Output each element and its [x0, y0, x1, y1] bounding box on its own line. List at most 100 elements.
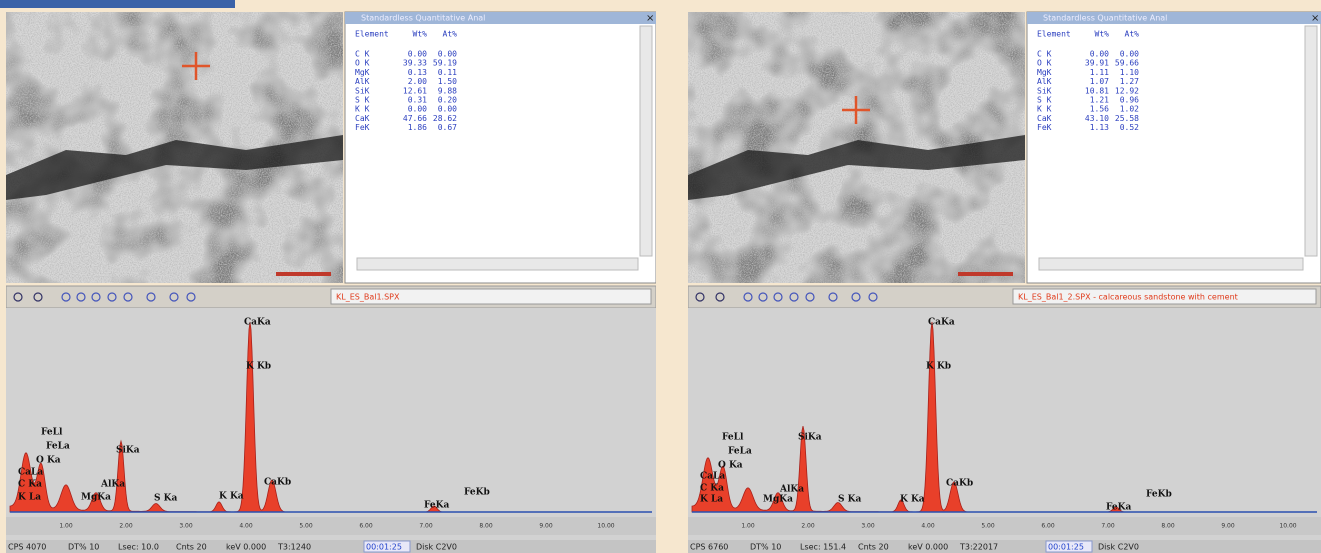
table-cell: 0.00 — [408, 50, 427, 59]
table-cell: 1.27 — [1120, 77, 1139, 86]
status-item: T3:22017 — [959, 543, 998, 552]
peak-label: FeKa — [1106, 503, 1131, 513]
peak-label: FeKb — [464, 488, 490, 498]
axis-label: 8.00 — [1161, 523, 1175, 530]
table-cell: 0.00 — [438, 50, 457, 59]
table-cell: 0.52 — [1120, 123, 1139, 132]
quant-window — [1027, 12, 1321, 283]
quant-window — [345, 12, 656, 283]
axis-label: 9.00 — [539, 523, 553, 530]
table-cell: K K — [355, 105, 370, 114]
table-cell: 1.50 — [438, 77, 457, 86]
table-cell: 0.20 — [438, 96, 457, 105]
table-cell: 12.61 — [403, 86, 427, 95]
table-header: At% — [443, 30, 458, 39]
table-header: Element — [355, 30, 389, 39]
table-cell: 0.67 — [438, 123, 457, 132]
scrollbar-h — [1039, 258, 1303, 270]
table-cell: 9.88 — [438, 86, 457, 95]
status-bar — [6, 540, 656, 553]
status-item: Cnts 20 — [176, 543, 207, 552]
table-cell: FeK — [355, 123, 370, 132]
axis-label: 6.00 — [359, 523, 373, 530]
status-item: keV 0.000 — [226, 543, 266, 552]
table-cell: 1.21 — [1090, 96, 1109, 105]
table-cell: 1.02 — [1120, 105, 1139, 114]
peak-label: MgKa — [81, 493, 111, 503]
peak-label: FeKa — [424, 501, 449, 511]
axis-label: 4.00 — [921, 523, 935, 530]
eds-panel: Standardless Quantitative Anal × Element Wt… — [688, 0, 1321, 553]
axis-strip — [6, 517, 656, 535]
status-item: Disk C2V0 — [416, 543, 457, 552]
window-title: Standardless Quantitative Anal — [361, 14, 485, 23]
status-item: 00:01:25 — [366, 543, 402, 552]
peak-label: O Ka — [36, 456, 61, 466]
peak-label: K Ka — [900, 495, 925, 505]
table-cell: 59.66 — [1115, 59, 1139, 68]
table-cell: 59.19 — [433, 59, 457, 68]
table-cell: CaK — [355, 114, 370, 123]
table-cell: 1.86 — [408, 123, 427, 132]
status-item: Lsec: 151.4 — [800, 543, 846, 552]
peak-label: AlKa — [100, 480, 125, 490]
peak-label: CaKb — [946, 479, 973, 489]
table-cell: O K — [1037, 59, 1052, 68]
status-item: Lsec: 10.0 — [118, 543, 159, 552]
axis-label: 7.00 — [419, 523, 433, 530]
axis-label: 2.00 — [801, 523, 815, 530]
close-button[interactable]: × — [1311, 13, 1319, 24]
eds-panel: Standardless Quantitative Anal × Element Wt… — [6, 0, 656, 553]
table-cell: 0.96 — [1120, 96, 1139, 105]
table-cell: 0.00 — [408, 105, 427, 114]
peak-label: MgKa — [763, 495, 793, 505]
peak-label: CaKa — [928, 318, 955, 328]
peak-label: AlKa — [779, 485, 804, 495]
peak-label: K Kb — [926, 362, 951, 372]
table-cell: 1.56 — [1090, 105, 1109, 114]
axis-label: 10.00 — [1279, 523, 1296, 530]
peak-label: S Ka — [838, 495, 861, 505]
peak-label: FeLl — [722, 433, 744, 443]
axis-label: 3.00 — [179, 523, 193, 530]
peak-label: FeLl — [41, 428, 63, 438]
table-cell: 28.62 — [433, 114, 457, 123]
table-cell: MgK — [355, 68, 370, 77]
table-cell: 1.11 — [1090, 68, 1109, 77]
table-cell: C K — [355, 50, 370, 59]
table-cell: 39.91 — [1085, 59, 1109, 68]
peak-label: S Ka — [154, 494, 177, 504]
peak-label: K La — [18, 493, 41, 503]
close-button[interactable]: × — [646, 13, 654, 24]
axis-label: 8.00 — [479, 523, 493, 530]
table-cell: K K — [1037, 105, 1052, 114]
table-cell: O K — [355, 59, 370, 68]
status-item: keV 0.000 — [908, 543, 948, 552]
scrollbar-v — [1305, 26, 1317, 256]
table-cell: 0.00 — [438, 105, 457, 114]
table-header: Element — [1037, 30, 1071, 39]
table-cell: 25.58 — [1115, 114, 1139, 123]
status-item: CPS 4070 — [8, 543, 46, 552]
table-cell: 1.07 — [1090, 77, 1109, 86]
axis-label: 3.00 — [861, 523, 875, 530]
table-cell: SiK — [355, 86, 370, 95]
table-header: Wt% — [1095, 30, 1110, 39]
scale-bar — [958, 272, 1013, 276]
peak-label: CaLa — [18, 468, 43, 478]
table-header: Wt% — [413, 30, 428, 39]
peak-label: K Ka — [219, 492, 244, 502]
scale-bar — [276, 272, 331, 276]
table-cell: 0.31 — [408, 96, 427, 105]
window-title: Standardless Quantitative Anal — [1043, 14, 1167, 23]
axis-label: 1.00 — [741, 523, 755, 530]
scrollbar-h — [357, 258, 638, 270]
axis-label: 1.00 — [59, 523, 73, 530]
table-cell: 0.11 — [438, 68, 457, 77]
table-cell: 43.10 — [1085, 114, 1109, 123]
table-cell: 2.00 — [408, 77, 427, 86]
axis-label: 10.00 — [597, 523, 614, 530]
table-cell: S K — [1037, 96, 1052, 105]
status-item: T3:1240 — [277, 543, 311, 552]
axis-label: 9.00 — [1221, 523, 1235, 530]
